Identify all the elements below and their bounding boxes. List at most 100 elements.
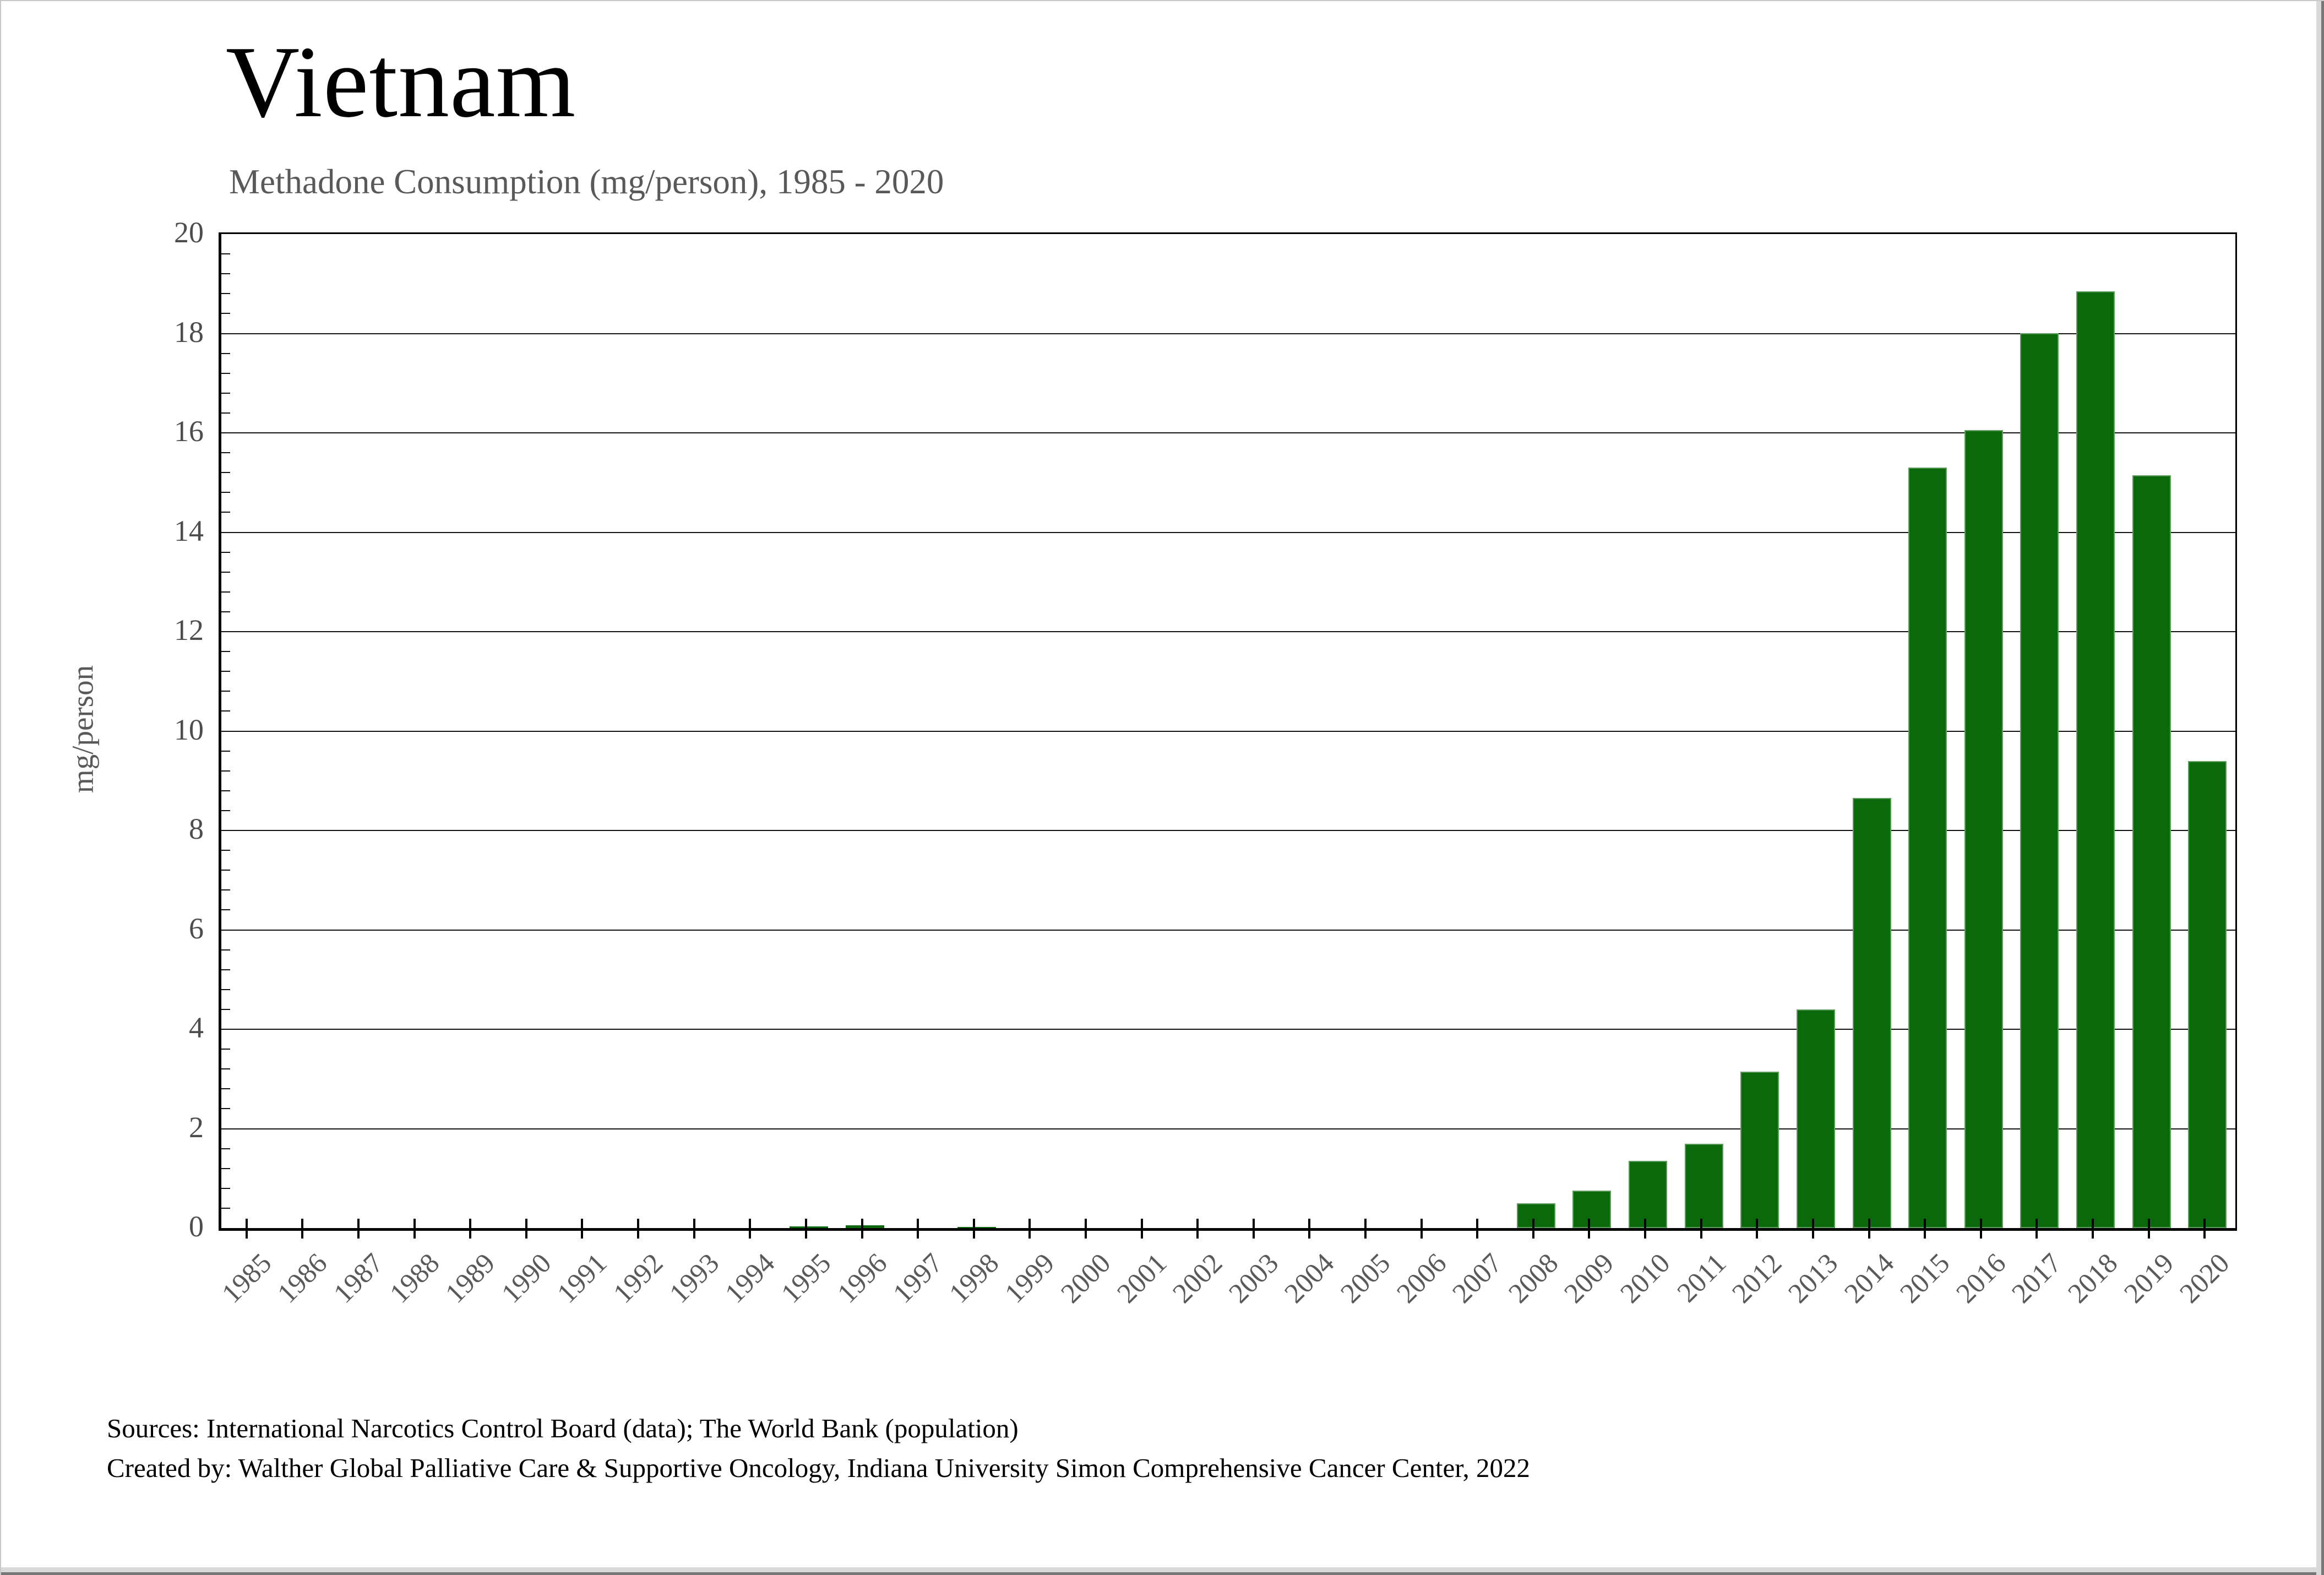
x-tick-label-2007: 2007 bbox=[1446, 1247, 1509, 1310]
y-minor-tick bbox=[221, 1008, 230, 1010]
x-tick-2009 bbox=[1588, 1219, 1591, 1239]
x-tick-label-2004: 2004 bbox=[1278, 1247, 1341, 1310]
y-tick-label-2: 2 bbox=[189, 1110, 204, 1144]
y-minor-tick bbox=[221, 949, 230, 951]
window-edge-bottom bbox=[1, 1567, 2324, 1572]
x-tick-2012 bbox=[1756, 1219, 1759, 1239]
gridline-y-12 bbox=[221, 631, 2235, 632]
x-tick-2014 bbox=[1868, 1219, 1870, 1239]
y-minor-tick bbox=[221, 611, 230, 612]
bar-2017 bbox=[2020, 333, 2059, 1228]
x-tick-2018 bbox=[2091, 1219, 2094, 1239]
x-tick-2004 bbox=[1308, 1219, 1311, 1239]
y-tick-label-12: 12 bbox=[174, 613, 204, 647]
x-tick-1994 bbox=[749, 1219, 752, 1239]
y-minor-tick bbox=[221, 412, 230, 414]
x-tick-label-1993: 1993 bbox=[663, 1247, 725, 1310]
x-tick-label-2001: 2001 bbox=[1111, 1247, 1173, 1310]
x-tick-label-2009: 2009 bbox=[1559, 1247, 1620, 1310]
x-tick-1989 bbox=[469, 1219, 472, 1239]
y-minor-tick bbox=[221, 512, 230, 513]
y-tick-label-4: 4 bbox=[189, 1011, 204, 1044]
x-tick-1993 bbox=[693, 1219, 695, 1239]
x-tick-2006 bbox=[1420, 1219, 1423, 1239]
bar-2013 bbox=[1797, 1009, 1835, 1228]
y-minor-tick bbox=[221, 810, 230, 811]
y-minor-tick bbox=[221, 651, 230, 653]
x-tick-label-1985: 1985 bbox=[216, 1247, 278, 1310]
y-minor-tick bbox=[221, 750, 230, 752]
y-minor-tick bbox=[221, 551, 230, 553]
y-minor-tick bbox=[221, 710, 230, 712]
x-tick-2010 bbox=[1644, 1219, 1647, 1239]
x-tick-1999 bbox=[1028, 1219, 1031, 1239]
x-tick-label-1989: 1989 bbox=[439, 1247, 502, 1310]
x-tick-label-2000: 2000 bbox=[1055, 1247, 1117, 1310]
y-tick-label-14: 14 bbox=[174, 514, 204, 547]
y-minor-tick bbox=[221, 691, 230, 692]
bar-2010 bbox=[1629, 1161, 1667, 1228]
x-tick-label-1986: 1986 bbox=[271, 1247, 334, 1310]
x-tick-2016 bbox=[1979, 1219, 1982, 1239]
bar-2020 bbox=[2188, 761, 2227, 1228]
x-tick-2013 bbox=[1811, 1219, 1814, 1239]
y-minor-tick bbox=[221, 352, 230, 354]
y-tick-label-16: 16 bbox=[174, 415, 204, 448]
x-tick-1988 bbox=[413, 1219, 416, 1239]
bar-1995 bbox=[790, 1226, 828, 1228]
x-tick-1987 bbox=[357, 1219, 360, 1239]
x-tick-1995 bbox=[804, 1219, 807, 1239]
x-tick-1991 bbox=[581, 1219, 584, 1239]
y-minor-tick bbox=[221, 850, 230, 851]
gridline-y-16 bbox=[221, 432, 2235, 433]
y-tick-label-20: 20 bbox=[174, 216, 204, 249]
x-tick-2017 bbox=[2035, 1219, 2038, 1239]
x-tick-1990 bbox=[525, 1219, 527, 1239]
x-tick-label-2006: 2006 bbox=[1391, 1247, 1452, 1310]
gridline-y-4 bbox=[221, 1029, 2235, 1030]
bar-2015 bbox=[1908, 468, 1947, 1228]
y-minor-tick bbox=[221, 770, 230, 772]
y-minor-tick bbox=[221, 1187, 230, 1189]
x-tick-label-1990: 1990 bbox=[496, 1247, 558, 1310]
x-tick-1985 bbox=[245, 1219, 248, 1239]
y-minor-tick bbox=[221, 870, 230, 871]
y-minor-tick bbox=[221, 671, 230, 672]
y-minor-tick bbox=[221, 1068, 230, 1070]
x-tick-label-1996: 1996 bbox=[831, 1247, 893, 1310]
footer: Sources: International Narcotics Control… bbox=[107, 1409, 1530, 1488]
x-tick-label-2003: 2003 bbox=[1223, 1247, 1285, 1310]
window-edge-bottom-line bbox=[1, 1572, 2324, 1575]
x-tick-label-1987: 1987 bbox=[328, 1247, 390, 1310]
x-tick-label-1995: 1995 bbox=[775, 1247, 837, 1310]
y-minor-tick bbox=[221, 591, 230, 593]
y-tick-label-18: 18 bbox=[174, 315, 204, 349]
x-tick-1998 bbox=[972, 1219, 975, 1239]
x-tick-label-1999: 1999 bbox=[999, 1247, 1061, 1310]
x-tick-2008 bbox=[1532, 1219, 1534, 1239]
y-minor-tick bbox=[221, 1049, 230, 1050]
x-tick-label-1988: 1988 bbox=[384, 1247, 445, 1310]
y-minor-tick bbox=[221, 1108, 230, 1110]
bar-1998 bbox=[957, 1227, 996, 1228]
x-tick-label-1994: 1994 bbox=[719, 1247, 781, 1310]
x-tick-label-1992: 1992 bbox=[607, 1247, 670, 1310]
x-tick-2003 bbox=[1252, 1219, 1255, 1239]
y-tick-label-0: 0 bbox=[189, 1210, 204, 1243]
x-tick-label-2020: 2020 bbox=[2174, 1247, 2236, 1310]
chart-title: Vietnam bbox=[226, 25, 576, 139]
bar-2019 bbox=[2132, 475, 2171, 1228]
x-tick-label-1991: 1991 bbox=[552, 1247, 613, 1310]
y-minor-tick bbox=[221, 472, 230, 474]
x-tick-label-1998: 1998 bbox=[943, 1247, 1005, 1310]
y-minor-tick bbox=[221, 889, 230, 891]
x-tick-label-2018: 2018 bbox=[2062, 1247, 2124, 1310]
x-tick-2011 bbox=[1700, 1219, 1702, 1239]
chart-subtitle: Methadone Consumption (mg/person), 1985 … bbox=[229, 162, 944, 201]
gridline-y-14 bbox=[221, 531, 2235, 533]
bar-2012 bbox=[1740, 1072, 1779, 1228]
y-axis-title: mg/person bbox=[66, 665, 100, 794]
x-tick-1986 bbox=[301, 1219, 304, 1239]
x-tick-label-2002: 2002 bbox=[1167, 1247, 1229, 1310]
y-minor-tick bbox=[221, 313, 230, 314]
